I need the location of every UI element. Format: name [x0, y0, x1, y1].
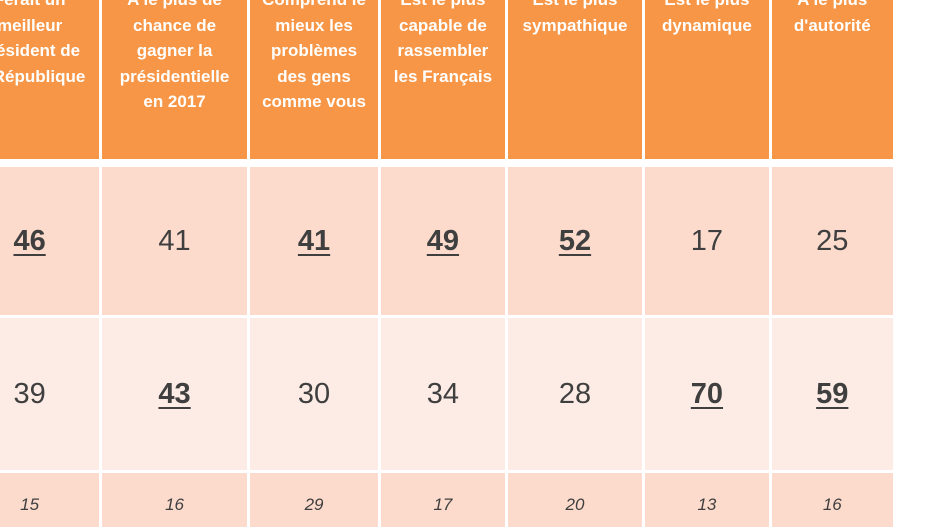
cell-value: 16 — [165, 495, 185, 514]
table-cell: 17 — [643, 163, 772, 317]
table-cell: 16 — [770, 470, 897, 527]
header-row: Ferait un meilleur président de la Répub… — [0, 0, 897, 167]
table-cell: 28 — [506, 315, 646, 472]
table-cell: 59 — [770, 315, 897, 472]
table-cell: 41 — [248, 163, 382, 317]
table-row: 39 43 30 34 28 70 59 — [0, 315, 897, 472]
table-cell: 16 — [100, 470, 250, 527]
cell-value: 39 — [13, 377, 46, 410]
cell-value: 52 — [558, 224, 592, 257]
cell-value: 70 — [690, 377, 724, 410]
table-cell: 34 — [379, 315, 508, 472]
cell-value: 15 — [20, 495, 40, 514]
cell-value: 25 — [816, 224, 849, 257]
table-row: 15 16 29 17 20 13 16 — [0, 470, 897, 527]
cell-value: 29 — [304, 495, 324, 514]
cell-value: 59 — [816, 377, 849, 410]
column-header-autorite: A le plus d'autorité — [770, 0, 897, 167]
cell-value: 43 — [158, 377, 191, 410]
column-header-chance-gagner: A le plus de chance de gagner la préside… — [100, 0, 250, 167]
table-cell: 49 — [379, 163, 508, 317]
cell-value: 17 — [433, 495, 453, 514]
table-cell: 70 — [643, 315, 772, 472]
table-cell: 15 — [0, 470, 103, 527]
table-cell: 29 — [248, 470, 382, 527]
column-header-comprend-problemes: Comprend le mieux les problèmes des gens… — [248, 0, 382, 167]
table-cell: 39 — [0, 315, 103, 472]
table-cell: 20 — [506, 470, 646, 527]
cell-value: 41 — [297, 224, 331, 257]
table-cell: 13 — [643, 470, 772, 527]
column-header-meilleur-president: Ferait un meilleur président de la Répub… — [0, 0, 103, 167]
cell-value: 13 — [697, 495, 717, 514]
table-cell: 52 — [506, 163, 646, 317]
column-header-sympathique: Est le plus sympathique — [506, 0, 646, 167]
table-cell: 46 — [0, 163, 103, 317]
cell-value: 46 — [13, 224, 46, 257]
column-header-dynamique: Est le plus dynamique — [643, 0, 772, 167]
table-cell: 25 — [770, 163, 897, 317]
poll-results-table: Ferait un meilleur président de la Répub… — [0, 0, 897, 527]
table-cell: 17 — [379, 470, 508, 527]
table-cell: 43 — [100, 315, 250, 472]
table-cell: 41 — [100, 163, 250, 317]
cell-value: 30 — [297, 377, 331, 410]
column-header-rassembler: Est le plus capable de rassembler les Fr… — [379, 0, 508, 167]
cell-value: 34 — [426, 377, 460, 410]
cell-value: 17 — [690, 224, 724, 257]
cell-value: 20 — [565, 495, 585, 514]
cell-value: 41 — [158, 224, 191, 257]
cell-value: 28 — [558, 377, 592, 410]
cell-value: 16 — [822, 495, 842, 514]
cell-value: 49 — [426, 224, 460, 257]
table-cell: 30 — [248, 315, 382, 472]
table-row: 46 41 41 49 52 17 25 — [0, 163, 897, 317]
